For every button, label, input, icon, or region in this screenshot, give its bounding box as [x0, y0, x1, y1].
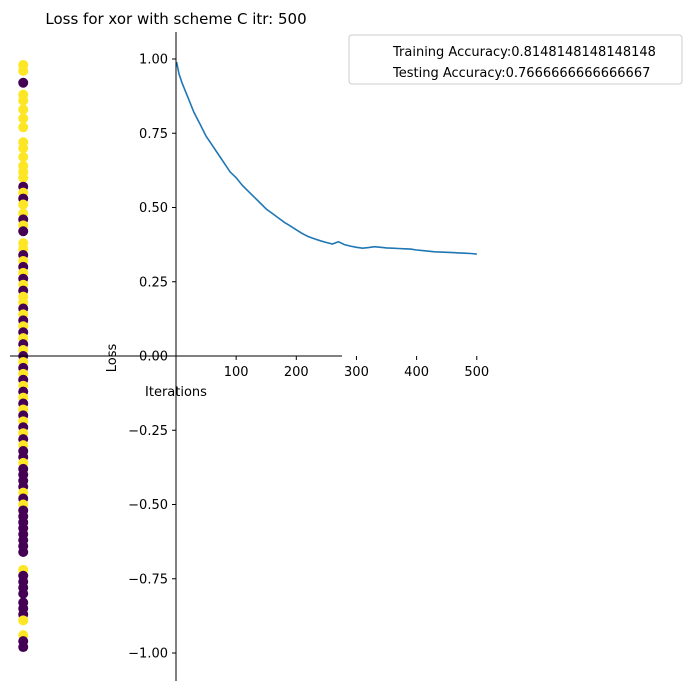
y-tick-label: 0.75	[139, 127, 168, 142]
scatter-point	[18, 122, 29, 133]
x-axis-label: Iterations	[145, 385, 207, 400]
x-tick-label: 500	[464, 365, 489, 380]
legend-entry-training: Training Accuracy:0.8148148148148148	[392, 45, 656, 60]
x-tick-label: 300	[344, 365, 369, 380]
loss-line	[175, 61, 477, 255]
scatter-point	[18, 615, 29, 626]
scatter-point	[18, 152, 29, 163]
scatter-point	[18, 588, 29, 599]
legend-entry-testing: Testing Accuracy:0.7666666666666667	[392, 66, 650, 81]
scatter-point	[18, 65, 29, 76]
x-tick-label: 100	[224, 365, 249, 380]
scatter-layer	[18, 59, 29, 653]
scatter-point	[18, 547, 29, 558]
y-axis-label: Loss	[105, 344, 120, 373]
scatter-point	[18, 113, 29, 124]
legend: Training Accuracy:0.8148148148148148 Tes…	[348, 34, 683, 85]
y-tick-label: 0.25	[139, 275, 168, 290]
y-tick-label: −0.50	[128, 498, 168, 513]
scatter-point	[18, 199, 29, 210]
scatter-point	[18, 77, 29, 88]
x-tick-label: 200	[284, 365, 309, 380]
x-tick-label: 400	[404, 365, 429, 380]
scatter-point	[18, 642, 29, 653]
line-layer	[175, 61, 477, 255]
scatter-point	[18, 104, 29, 115]
scatter-point	[18, 95, 29, 106]
y-tick-label: 0.00	[139, 350, 168, 365]
scatter-point	[18, 226, 29, 237]
axes-layer: 100 200 300 400 500 −1.00 −0.75 −0.50 −0.25 0.00 0…	[10, 32, 489, 681]
y-tick-label: −0.75	[128, 572, 168, 587]
scatter-point	[18, 143, 29, 154]
chart-title: Loss for xor with scheme C itr: 500	[45, 10, 306, 28]
y-tick-label: 1.00	[139, 53, 168, 68]
y-tick-label: −1.00	[128, 647, 168, 662]
y-tick-label: −0.25	[128, 424, 168, 439]
scatter-point	[18, 172, 29, 183]
legend-box	[348, 34, 683, 85]
y-tick-label: 0.50	[139, 201, 168, 216]
